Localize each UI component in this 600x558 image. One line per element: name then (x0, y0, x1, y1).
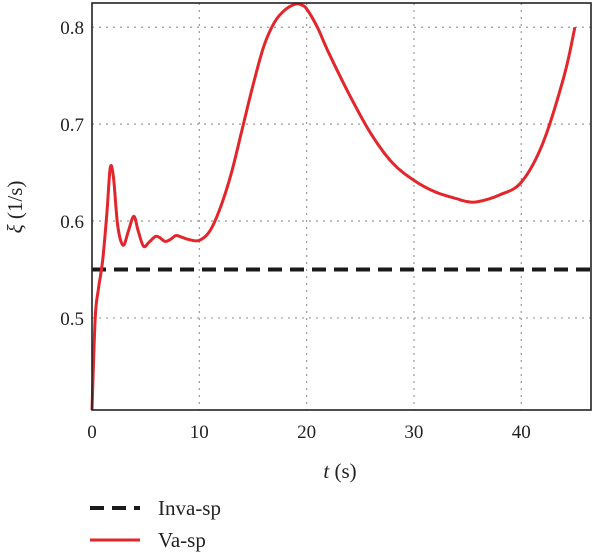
y-axis-label: ξ (1/s) (3, 181, 27, 234)
plot-frame (91, 2, 592, 411)
x-tick-label: 0 (87, 422, 97, 443)
x-axis-unit: (s) (329, 459, 356, 483)
x-tick-label: 10 (190, 422, 209, 443)
series-line-va-sp (90, 2, 577, 411)
x-axis-label: t (s) (323, 459, 356, 483)
y-tick-label: 0.8 (60, 18, 84, 39)
y-axis-variable: ξ (3, 224, 27, 233)
y-tick-label: 0.6 (60, 212, 84, 233)
legend-label-inva-sp: Inva-sp (158, 496, 221, 520)
series-layer (90, 2, 591, 411)
x-tick-label: 30 (404, 422, 423, 443)
x-tick-label: 20 (297, 422, 316, 443)
x-axis-variable: t (323, 459, 330, 483)
y-axis-unit: (1/s) (3, 181, 27, 225)
y-tick-label: 0.5 (60, 309, 84, 330)
legend-label-va-sp: Va-sp (158, 528, 206, 552)
y-tick-label: 0.7 (60, 115, 84, 136)
x-tick-label: 40 (512, 422, 531, 443)
tick-labels: 0 10 20 30 40 0.5 0.6 0.7 0.8 (60, 18, 530, 443)
grid (92, 3, 591, 410)
legend: Inva-sp Va-sp (90, 496, 221, 552)
